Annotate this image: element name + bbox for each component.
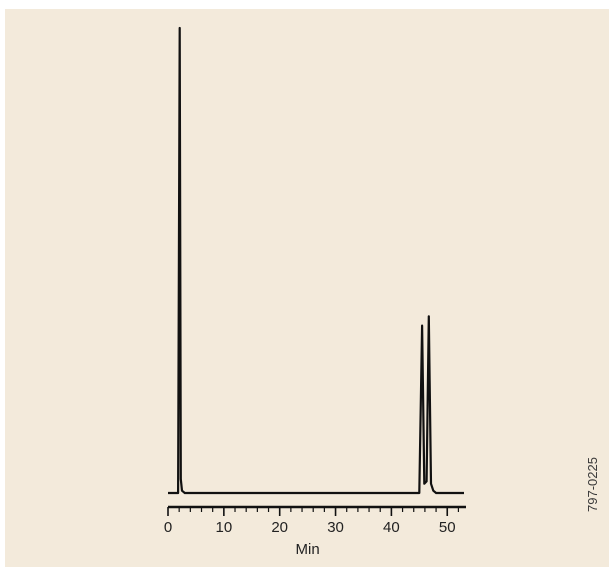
x-axis-label: Min: [296, 541, 320, 558]
series-line-0: [168, 26, 464, 495]
x-tick-label-30: 30: [327, 519, 344, 536]
chart-panel: 0 10 20 30 40 50 Min: [5, 9, 609, 567]
x-tick-label-20: 20: [271, 519, 288, 536]
chromatogram-chart: 0 10 20 30 40 50 Min: [164, 26, 466, 558]
x-tick-label-50: 50: [439, 519, 456, 536]
x-tick-label-40: 40: [383, 519, 400, 536]
x-tick-label-0: 0: [164, 519, 172, 536]
x-tick-label-10: 10: [216, 519, 233, 536]
figure-code: 797-0225: [585, 457, 600, 512]
